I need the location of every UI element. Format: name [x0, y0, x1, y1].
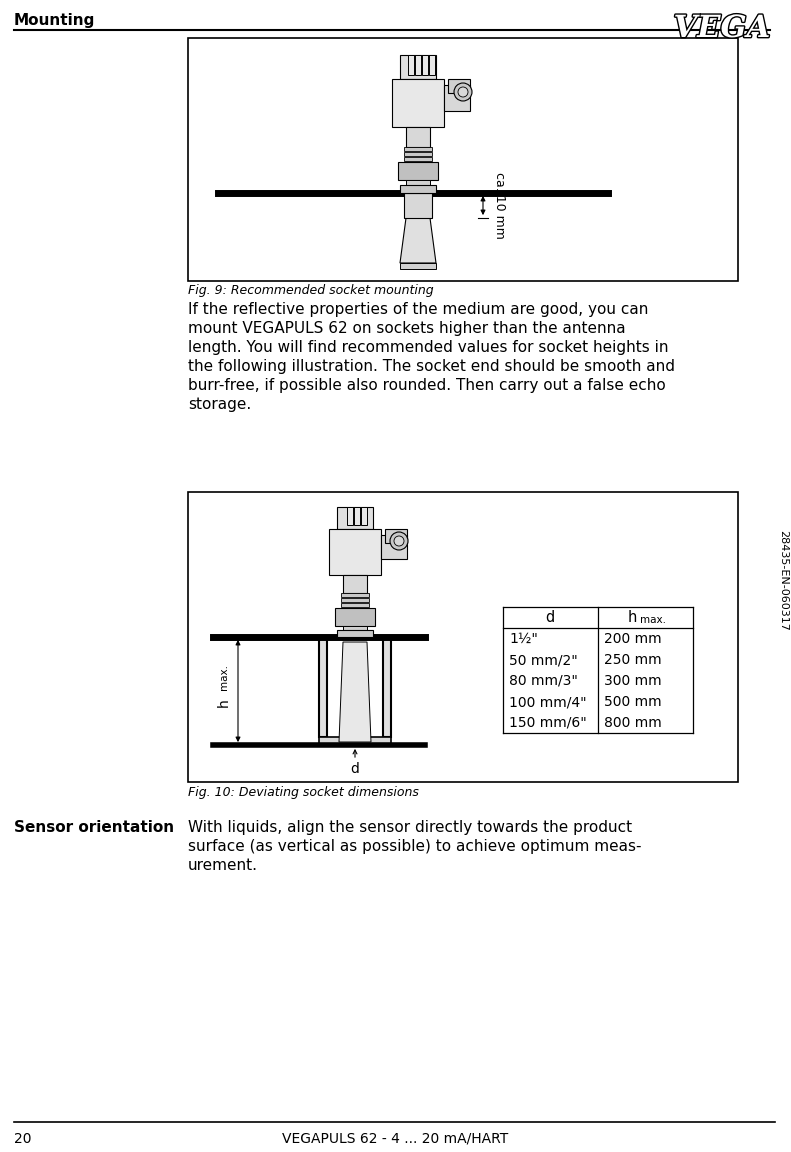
Text: 80 mm/3": 80 mm/3": [509, 674, 578, 688]
Text: Fig. 9: Recommended socket mounting: Fig. 9: Recommended socket mounting: [188, 285, 433, 297]
Bar: [385, 529, 407, 543]
Text: 200 mm: 200 mm: [604, 632, 661, 646]
Text: mount VEGAPULS 62 on sockets higher than the antenna: mount VEGAPULS 62 on sockets higher than…: [188, 321, 626, 336]
Bar: [406, 127, 430, 147]
Bar: [415, 55, 421, 75]
Text: VEGAPULS 62 - 4 ... 20 mA/HART: VEGAPULS 62 - 4 ... 20 mA/HART: [282, 1132, 508, 1146]
Bar: [429, 55, 435, 75]
Text: 150 mm/6": 150 mm/6": [509, 717, 587, 730]
Bar: [329, 529, 381, 575]
Bar: [343, 626, 367, 636]
Text: 800 mm: 800 mm: [604, 717, 662, 730]
Text: d: d: [350, 761, 359, 776]
Bar: [383, 637, 391, 737]
Bar: [448, 79, 470, 93]
Text: VEGA: VEGA: [673, 13, 770, 44]
Text: If the reflective properties of the medium are good, you can: If the reflective properties of the medi…: [188, 302, 649, 317]
Text: h: h: [627, 611, 637, 626]
Text: Mounting: Mounting: [14, 13, 96, 28]
Text: urement.: urement.: [188, 858, 258, 873]
Text: the following illustration. The socket end should be smooth and: the following illustration. The socket e…: [188, 359, 675, 374]
Bar: [188, 492, 738, 782]
Bar: [404, 157, 432, 161]
Text: 1½": 1½": [509, 632, 538, 646]
Polygon shape: [400, 218, 436, 263]
Bar: [444, 85, 470, 111]
Text: storage.: storage.: [188, 397, 252, 412]
Bar: [404, 152, 432, 156]
Circle shape: [454, 83, 472, 101]
Text: 28435-EN-060317: 28435-EN-060317: [778, 530, 788, 630]
Bar: [335, 608, 375, 626]
Text: max.: max.: [640, 615, 666, 626]
Bar: [361, 507, 367, 525]
Text: Sensor orientation: Sensor orientation: [14, 820, 174, 835]
Bar: [354, 507, 360, 525]
Text: VEGA: VEGA: [673, 13, 770, 44]
Bar: [404, 194, 432, 218]
Text: 300 mm: 300 mm: [604, 674, 661, 688]
Text: 250 mm: 250 mm: [604, 653, 661, 667]
Circle shape: [458, 88, 468, 97]
Text: 20: 20: [14, 1132, 32, 1146]
Bar: [406, 180, 430, 192]
Bar: [319, 637, 327, 737]
Text: h: h: [217, 698, 231, 707]
Bar: [341, 593, 369, 597]
Bar: [188, 38, 738, 281]
Circle shape: [394, 536, 404, 546]
Bar: [400, 55, 436, 79]
Bar: [398, 162, 438, 180]
Text: max.: max.: [219, 664, 229, 690]
Bar: [400, 185, 436, 194]
Bar: [341, 602, 369, 607]
Bar: [392, 79, 444, 127]
Polygon shape: [339, 642, 371, 742]
Text: 50 mm/2": 50 mm/2": [509, 653, 577, 667]
Bar: [422, 55, 428, 75]
Text: 500 mm: 500 mm: [604, 695, 661, 708]
Bar: [337, 507, 373, 529]
Bar: [319, 737, 391, 745]
Bar: [347, 507, 353, 525]
Bar: [381, 535, 407, 559]
Text: burr-free, if possible also rounded. Then carry out a false echo: burr-free, if possible also rounded. The…: [188, 378, 666, 393]
Text: ca. 10 mm: ca. 10 mm: [493, 172, 505, 238]
Bar: [343, 575, 367, 593]
Text: d: d: [545, 611, 554, 626]
Text: length. You will find recommended values for socket heights in: length. You will find recommended values…: [188, 340, 668, 355]
Circle shape: [390, 532, 408, 550]
Bar: [341, 598, 369, 602]
Text: surface (as vertical as possible) to achieve optimum meas-: surface (as vertical as possible) to ach…: [188, 839, 642, 854]
Text: Fig. 10: Deviating socket dimensions: Fig. 10: Deviating socket dimensions: [188, 786, 419, 799]
Text: With liquids, align the sensor directly towards the product: With liquids, align the sensor directly …: [188, 820, 632, 835]
Bar: [400, 263, 436, 270]
Bar: [408, 55, 414, 75]
Bar: [337, 630, 373, 637]
Bar: [404, 147, 432, 151]
Text: 100 mm/4": 100 mm/4": [509, 695, 587, 708]
